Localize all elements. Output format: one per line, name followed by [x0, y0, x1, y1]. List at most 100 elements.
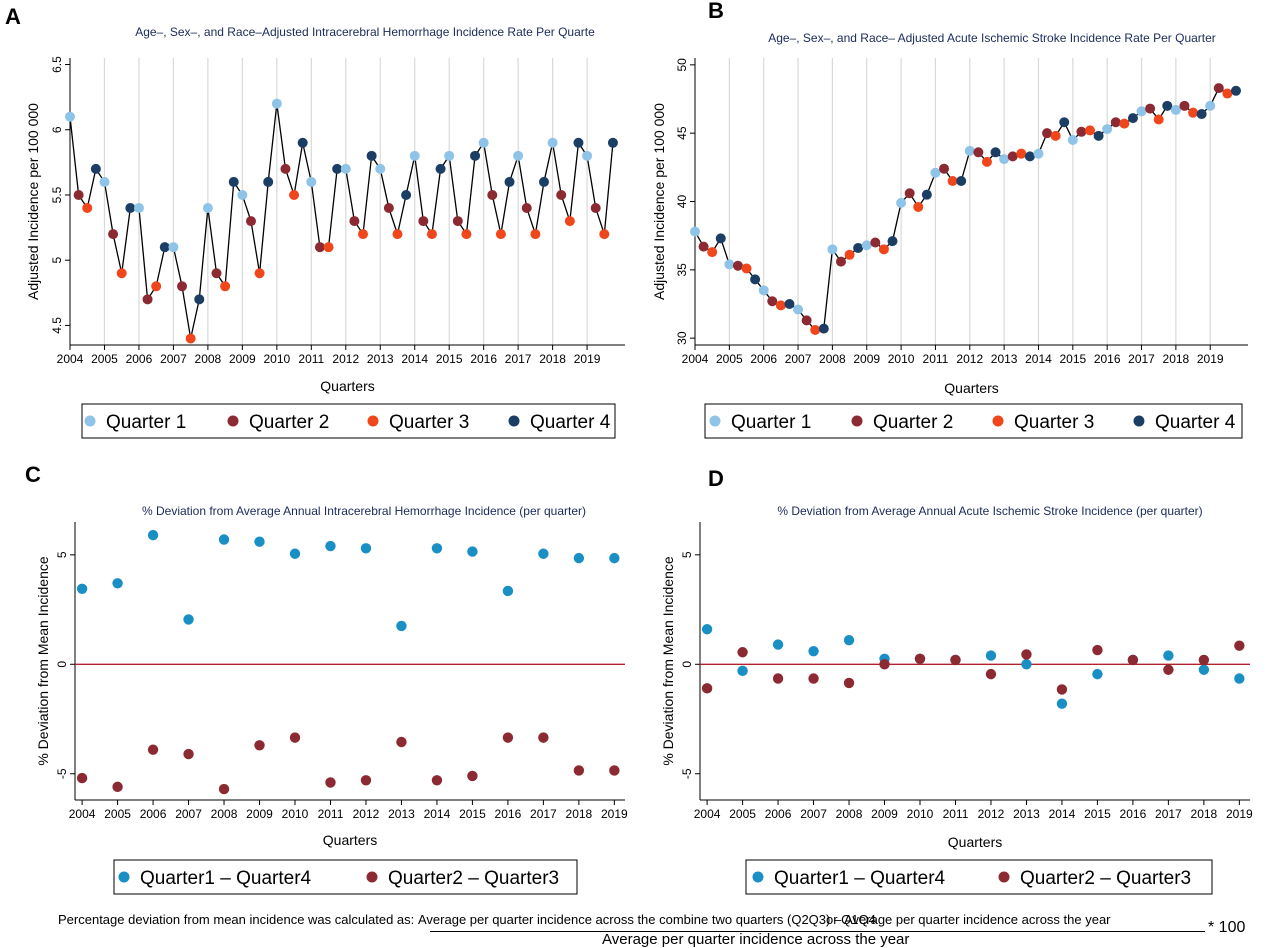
data-point-q2: [177, 281, 188, 292]
data-point-q2: [314, 242, 325, 253]
x-tick-label: 2019: [1226, 807, 1253, 821]
x-tick-label: 2016: [470, 352, 497, 366]
data-point-q2: [698, 241, 709, 252]
legend-marker: [366, 871, 378, 883]
data-point-q1: [513, 150, 524, 161]
point-q1-q4: [325, 540, 336, 552]
y-tick-label: 5.5: [50, 186, 64, 203]
data-point-q2: [973, 147, 984, 158]
data-point-q2: [1179, 100, 1190, 111]
x-tick-label: 2006: [126, 352, 153, 366]
point-q2-q3: [609, 765, 620, 776]
x-tick-label: 2016: [1094, 352, 1121, 366]
data-point-q1: [271, 98, 282, 109]
data-point-q1: [1136, 106, 1147, 117]
x-tick-label: 2006: [140, 807, 167, 821]
x-axis-label: Quarters: [323, 832, 377, 848]
point-q2-q3: [737, 647, 748, 658]
y-tick-label: 45: [675, 126, 689, 140]
data-point-q3: [323, 242, 334, 253]
data-point-q2: [211, 268, 222, 279]
data-point-q4: [990, 147, 1001, 158]
x-tick-label: 2018: [539, 352, 566, 366]
data-point-q3: [1016, 148, 1027, 159]
legend-label: Quarter 3: [389, 412, 469, 433]
data-point-q2: [349, 216, 360, 227]
x-tick-label: 2008: [195, 352, 222, 366]
y-tick-label: 0: [55, 661, 69, 668]
data-point-q2: [383, 203, 394, 214]
x-tick-label: 2007: [175, 807, 202, 821]
legend-label: Quarter2 – Quarter3: [1020, 868, 1191, 889]
x-tick-label: 2004: [682, 352, 709, 366]
data-point-q1: [582, 150, 593, 161]
x-tick-label: 2009: [246, 807, 273, 821]
x-tick-label: 2004: [69, 807, 96, 821]
y-tick-label: 30: [675, 331, 689, 345]
point-q1-q4: [843, 635, 855, 646]
y-tick-label: 6: [50, 126, 64, 133]
x-tick-label: 2014: [1025, 352, 1052, 366]
chart-title: % Deviation from Average Annual Intracer…: [142, 504, 586, 518]
data-point-q1: [65, 111, 75, 122]
footnote-multiplier: * 100: [1208, 919, 1246, 936]
x-tick-label: 2011: [923, 352, 949, 366]
legend-marker: [118, 871, 130, 883]
footnote-prefix: Percentage deviation from mean incidence…: [58, 912, 415, 927]
legend-box: [81, 403, 616, 439]
data-point-q4: [159, 242, 170, 253]
point-q2-q3: [538, 732, 549, 743]
x-tick-label: 2013: [1013, 807, 1040, 821]
data-point-q2: [418, 216, 429, 227]
data-point-q2: [1007, 151, 1018, 162]
data-point-q3: [878, 244, 889, 255]
data-point-q1: [202, 203, 213, 214]
point-q1-q4: [1163, 650, 1174, 661]
legend-label: Quarter 1: [731, 412, 811, 433]
data-point-q4: [1024, 151, 1035, 162]
legend-label: Quarter 4: [1155, 412, 1236, 433]
data-point-q3: [775, 300, 786, 311]
y-tick-label: 5: [50, 257, 64, 264]
point-q2-q3: [808, 673, 819, 684]
legend-label: Quarter 2: [873, 412, 953, 433]
data-point-q2: [732, 260, 743, 271]
panel-c: C % Deviation from Average Annual Intrace…: [25, 462, 628, 895]
data-point-q1: [1205, 100, 1216, 111]
data-point-q4: [401, 189, 412, 200]
x-tick-label: 2009: [229, 352, 256, 366]
data-point-q1: [758, 285, 769, 296]
point-q2-q3: [1021, 649, 1032, 660]
point-q2-q3: [289, 732, 301, 743]
legend-marker: [367, 415, 379, 427]
x-tick-label: 2014: [424, 807, 451, 821]
x-tick-label: 2017: [1128, 352, 1155, 366]
point-q2-q3: [325, 777, 336, 788]
panel-a: A Age–, Sex–, and Race–Adjusted Intracere…: [5, 4, 625, 439]
data-point-q1: [168, 242, 179, 253]
point-q2-q3: [843, 677, 855, 689]
data-point-q3: [289, 189, 300, 200]
x-tick-label: 2009: [871, 807, 898, 821]
point-q2-q3: [254, 740, 265, 751]
data-point-q4: [125, 203, 136, 214]
x-tick-label: 2010: [263, 352, 290, 366]
point-q2-q3: [396, 736, 407, 748]
point-q2-q3: [360, 775, 372, 786]
data-point-q3: [392, 229, 403, 240]
data-point-q1: [793, 304, 804, 315]
chart-title: Age–, Sex–, and Race–Adjusted Intracereb…: [135, 25, 595, 39]
data-point-q3: [564, 216, 575, 227]
y-axis-label: % Deviation from Mean Incidence: [660, 556, 676, 766]
data-point-q3: [844, 249, 855, 260]
x-tick-label: 2012: [332, 352, 359, 366]
data-point-q4: [194, 294, 205, 305]
data-point-q1: [375, 163, 386, 174]
x-tick-label: 2006: [765, 807, 792, 821]
x-tick-label: 2010: [907, 807, 934, 821]
y-tick-label: 5: [55, 551, 69, 558]
data-point-q2: [835, 256, 846, 267]
point-q1-q4: [183, 614, 194, 625]
data-point-q1: [547, 137, 558, 148]
x-tick-label: 2004: [694, 807, 721, 821]
